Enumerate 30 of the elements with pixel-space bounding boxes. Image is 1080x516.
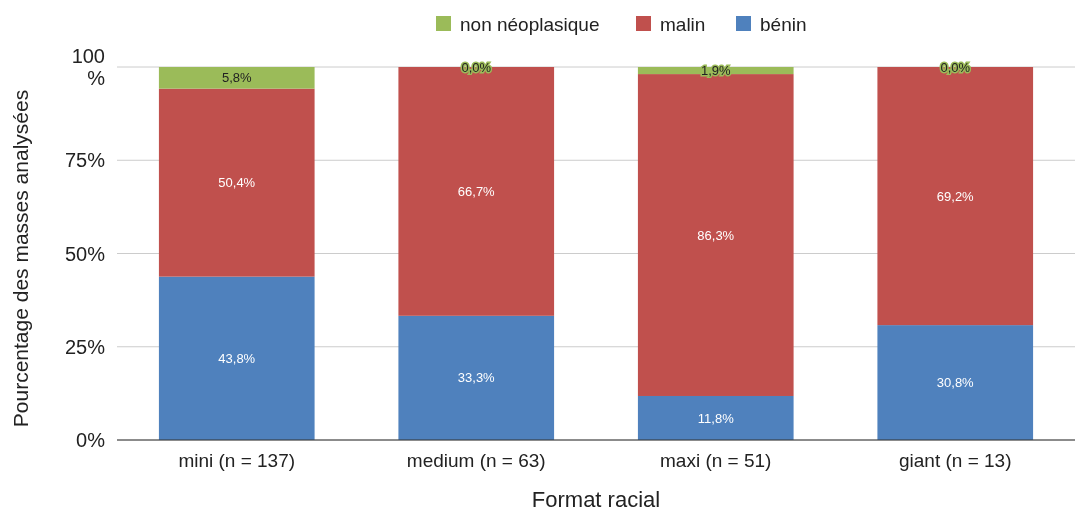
y-axis-title: Pourcentage des masses analysées <box>9 89 32 428</box>
legend-label: non néoplasique <box>460 13 600 35</box>
data-label: 69,2% <box>936 188 975 204</box>
data-label: 50,4% <box>218 175 256 191</box>
data-label: 43,8% <box>218 350 256 366</box>
y-tick-label: 100 % <box>71 45 106 89</box>
x-axis-title: Format racial <box>531 487 661 512</box>
data-label: 30,8% <box>936 375 975 391</box>
bar <box>637 395 794 440</box>
y-tick-label: 75% <box>64 149 106 172</box>
data-label: 33,3% <box>457 370 496 386</box>
legend-label: malin <box>660 13 706 35</box>
x-tick-label: medium (n = 63) <box>406 450 546 471</box>
data-label: 5,8% <box>221 70 252 86</box>
bar <box>398 315 555 440</box>
x-tick-label: mini (n = 137) <box>178 450 296 471</box>
data-label: 1,9% <box>700 63 731 79</box>
y-tick-label: 25% <box>64 335 106 358</box>
y-tick-label: 50% <box>64 242 106 265</box>
x-tick-label: maxi (n = 51) <box>660 450 772 471</box>
x-tick-label: giant (n = 13) <box>899 450 1012 471</box>
y-tick-label: 0% <box>76 429 106 451</box>
bar <box>877 325 1034 440</box>
data-label: 11,8% <box>697 410 735 426</box>
bar <box>158 88 315 277</box>
legend-label: bénin <box>760 13 807 35</box>
bar <box>158 67 315 89</box>
data-label: 66,7% <box>457 183 496 199</box>
data-label: 86,3% <box>697 227 735 243</box>
bar <box>158 276 315 440</box>
